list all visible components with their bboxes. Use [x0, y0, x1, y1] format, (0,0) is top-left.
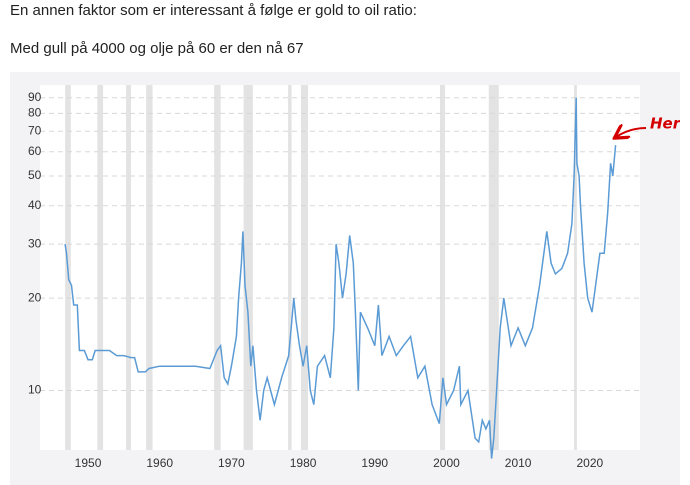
y-tick-label: 80	[28, 106, 42, 120]
y-tick-label: 20	[28, 290, 42, 304]
recession-band	[440, 85, 446, 450]
recession-band	[300, 85, 309, 450]
data-line	[64, 97, 617, 459]
post-paragraph: En annen faktor som er interessant å føl…	[10, 2, 417, 19]
x-tick-label: 1950	[75, 456, 102, 470]
x-tick-label: 1970	[218, 456, 245, 470]
recession-band	[126, 85, 132, 450]
recession-band	[97, 85, 104, 450]
y-tick-label: 30	[28, 236, 42, 250]
post-paragraph: Med gull på 4000 og olje på 60 er den nå…	[10, 40, 304, 57]
x-tick-label: 2010	[505, 456, 532, 470]
recession-band	[574, 85, 577, 450]
y-tick-label: 10	[28, 383, 42, 397]
x-tick-label: 2020	[576, 456, 603, 470]
y-tick-label: 50	[28, 168, 42, 182]
recession-band	[288, 85, 292, 450]
recession-band	[488, 85, 499, 450]
recession-band	[243, 85, 253, 450]
annotation-arrow	[616, 128, 647, 137]
recession-band	[214, 85, 221, 450]
x-tick-label: 1960	[146, 456, 173, 470]
recession-band	[146, 85, 153, 450]
x-tick-label: 1980	[290, 456, 317, 470]
y-tick-label: 70	[28, 123, 42, 137]
y-tick-label: 40	[28, 198, 42, 212]
y-tick-label: 60	[28, 144, 42, 158]
x-tick-label: 1990	[361, 456, 388, 470]
x-tick-label: 2000	[433, 456, 460, 470]
chart-card: 10 20 30 40 50 60 70 80 90 1950 1960 1970 1980 1990 20…	[10, 72, 680, 485]
annotation: Her	[650, 115, 680, 133]
y-tick-label: 90	[28, 90, 42, 104]
